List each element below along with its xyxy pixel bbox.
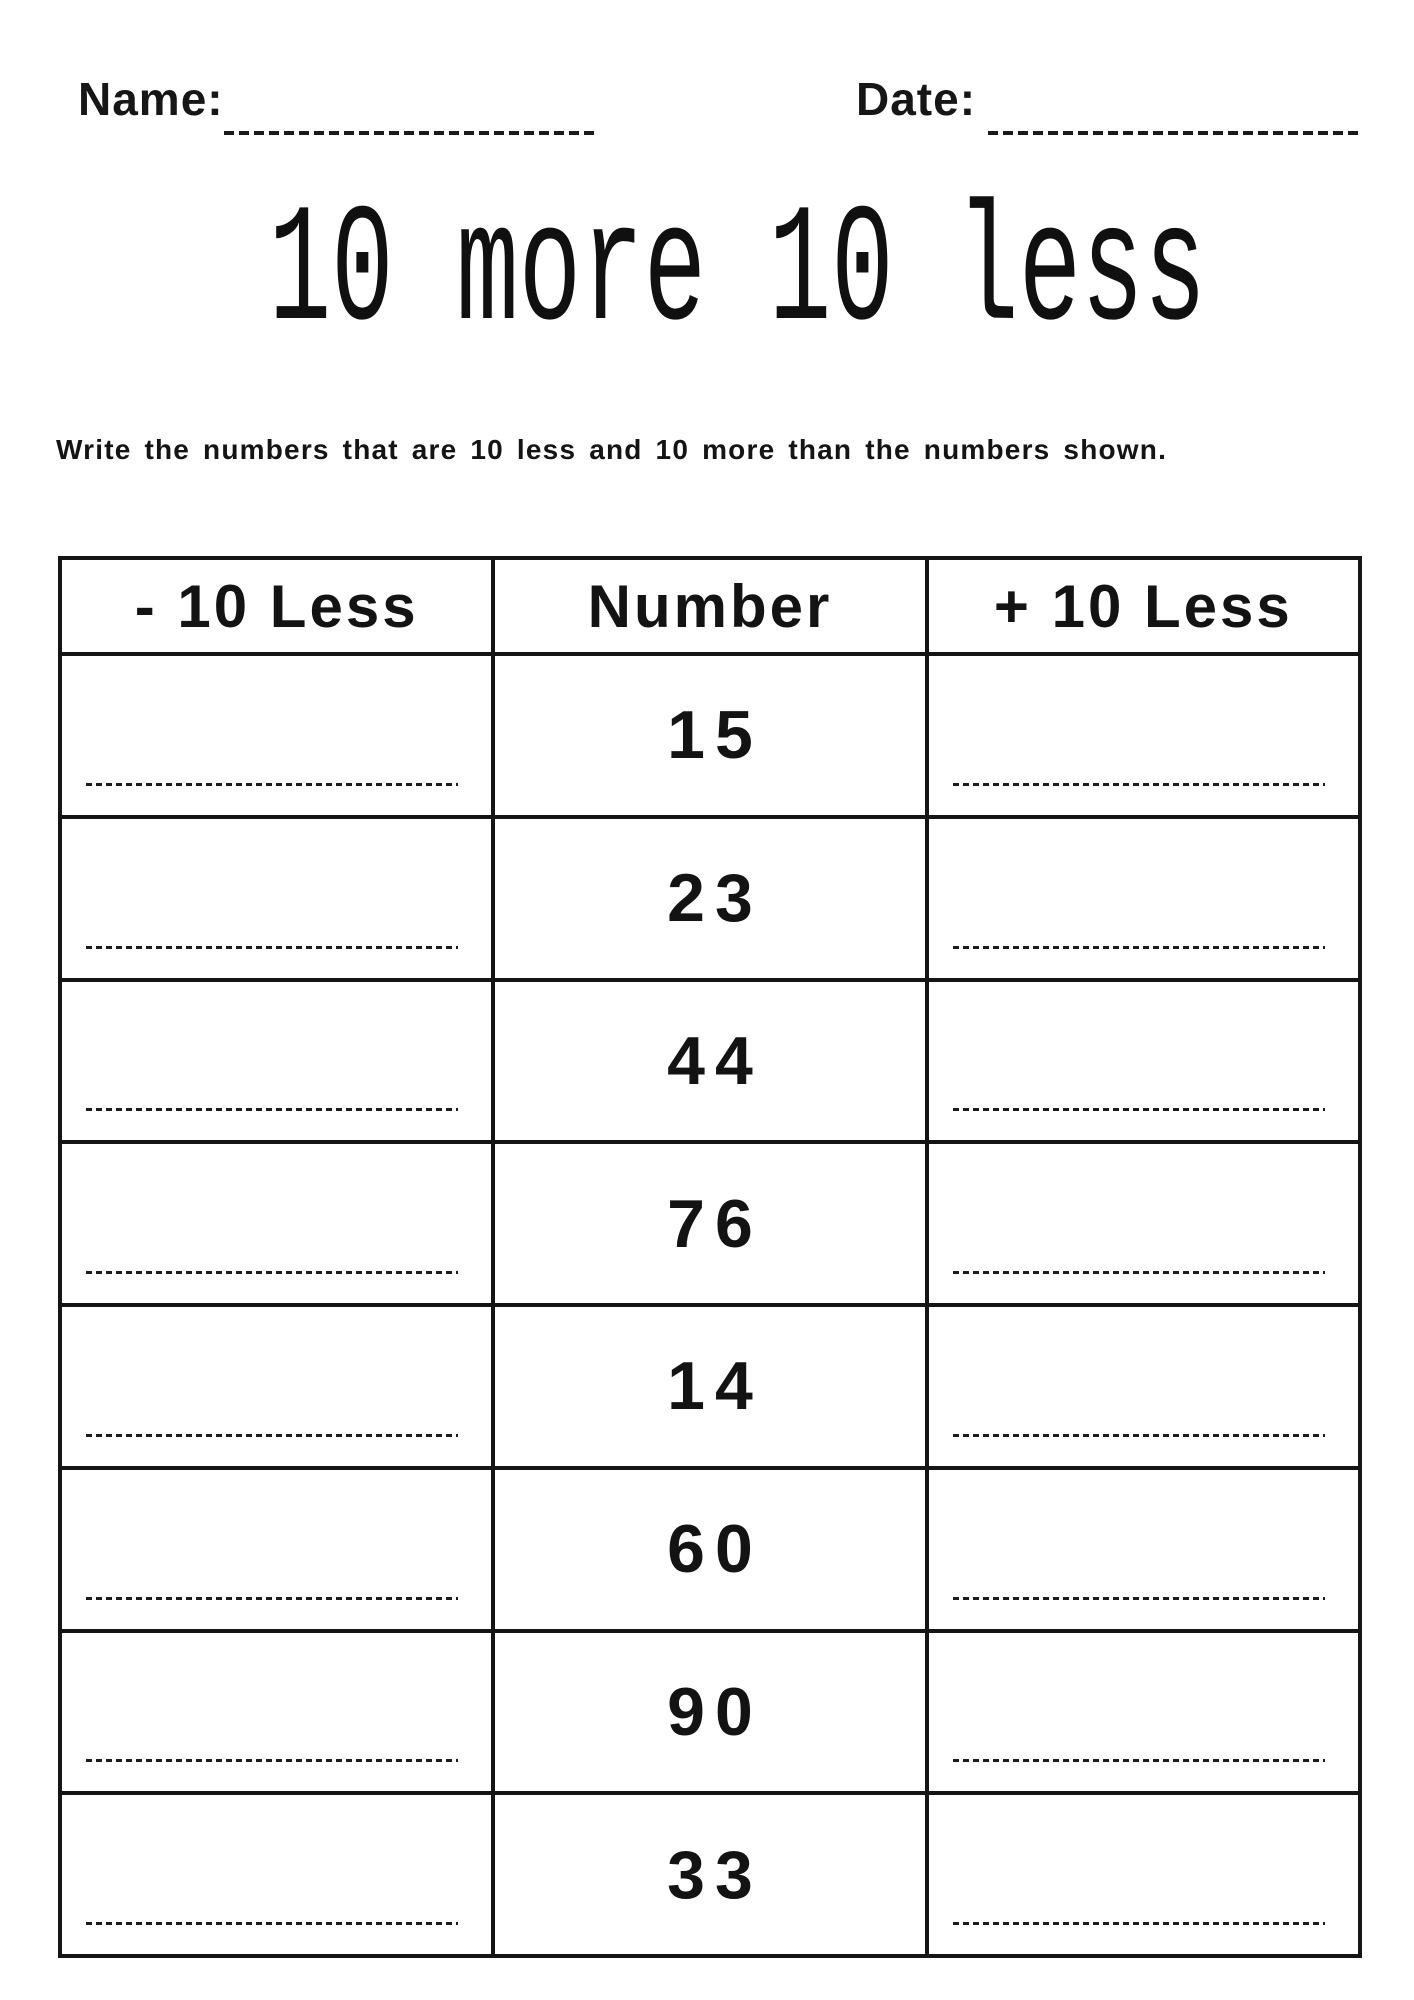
answer-blank-line-more xyxy=(952,1922,1325,1925)
date-label: Date: xyxy=(856,73,977,125)
name-label: Name: xyxy=(78,73,224,125)
answer-cell-10-more xyxy=(928,1307,1358,1466)
answer-blank-line-less xyxy=(86,782,458,786)
header-cell-number: Number xyxy=(495,560,925,652)
answer-cell-10-more xyxy=(928,656,1358,815)
answer-cell-10-less xyxy=(62,1795,492,1954)
answer-blank-line-less xyxy=(86,1271,458,1274)
answer-cell-10-less xyxy=(62,981,492,1141)
instruction-text: Write the numbers that are 10 less and 1… xyxy=(56,434,1168,465)
answer-blank-line-less xyxy=(86,1108,458,1112)
number-cell: 14 xyxy=(495,1307,925,1466)
answer-cell-10-more xyxy=(928,1144,1358,1303)
answer-blank-line-less xyxy=(86,945,458,949)
answer-cell-10-less xyxy=(62,1144,492,1303)
answer-blank-line-less xyxy=(86,1759,458,1763)
answer-cell-10-more xyxy=(928,981,1358,1141)
number-cell: 44 xyxy=(495,981,925,1141)
number-value: 90 xyxy=(667,1673,763,1750)
name-blank-line xyxy=(224,131,596,135)
answer-cell-10-more xyxy=(928,818,1358,978)
answer-cell-10-less xyxy=(62,818,492,978)
answer-blank-line-more xyxy=(952,782,1325,786)
answer-blank-line-less xyxy=(86,1596,458,1600)
answer-blank-line-less xyxy=(86,1922,458,1925)
number-value: 60 xyxy=(667,1511,763,1588)
answer-cell-10-less xyxy=(62,656,492,815)
number-value: 76 xyxy=(667,1185,763,1262)
answer-cell-10-less xyxy=(62,1469,492,1629)
answer-cell-10-more xyxy=(928,1469,1358,1629)
worksheet-table: - 10 Less Number + 10 Less 15 23 xyxy=(58,556,1362,1958)
answer-cell-10-more xyxy=(928,1632,1358,1792)
number-cell: 23 xyxy=(495,818,925,978)
header-cell-10-less: - 10 Less xyxy=(62,560,492,652)
date-blank-line xyxy=(988,131,1358,135)
number-value: 33 xyxy=(667,1836,763,1913)
number-value: 44 xyxy=(667,1022,763,1099)
answer-blank-line-less xyxy=(86,1433,458,1437)
number-cell: 15 xyxy=(495,656,925,815)
number-cell: 90 xyxy=(495,1632,925,1792)
answer-blank-line-more xyxy=(952,1433,1325,1437)
worksheet-title: 10 more 10 less xyxy=(268,179,1207,369)
number-cell: 76 xyxy=(495,1144,925,1303)
header-cell-10-more: + 10 Less xyxy=(928,560,1358,652)
answer-cell-10-less xyxy=(62,1307,492,1466)
answer-blank-line-more xyxy=(952,945,1325,949)
number-value: 14 xyxy=(667,1348,763,1425)
answer-cell-10-more xyxy=(928,1795,1358,1954)
number-cell: 60 xyxy=(495,1469,925,1629)
answer-blank-line-more xyxy=(952,1108,1325,1112)
number-value: 15 xyxy=(667,697,763,774)
answer-blank-line-more xyxy=(952,1271,1325,1274)
number-value: 23 xyxy=(667,860,763,937)
answer-blank-line-more xyxy=(952,1759,1325,1763)
number-cell: 33 xyxy=(495,1795,925,1954)
answer-cell-10-less xyxy=(62,1632,492,1792)
answer-blank-line-more xyxy=(952,1596,1325,1600)
